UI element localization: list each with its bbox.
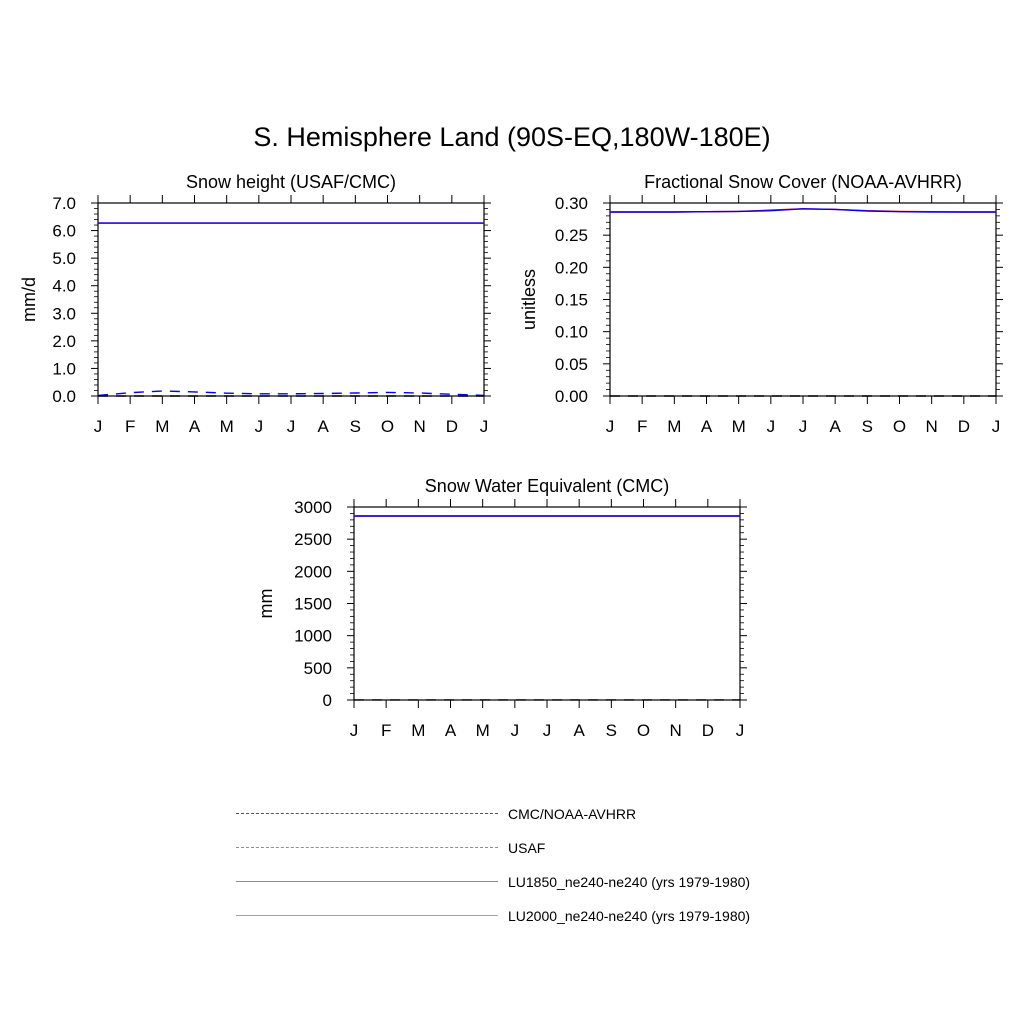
x-tick-label: D <box>958 417 970 436</box>
x-tick-label: J <box>255 417 264 436</box>
y-axis-label: mm/d <box>19 277 39 322</box>
x-tick-label: J <box>511 721 520 740</box>
plot-frame <box>97 202 485 397</box>
x-tick-label: J <box>992 417 1001 436</box>
y-axis-label: unitless <box>519 269 539 330</box>
x-tick-label: F <box>637 417 647 436</box>
x-tick-label: M <box>667 417 681 436</box>
y-tick-label: 0.0 <box>52 387 76 406</box>
legend-label: CMC/NOAA-AVHRR <box>508 806 637 822</box>
x-tick-label: N <box>670 721 682 740</box>
legend-item-lu1850: LU1850_ne240-ne240 (yrs 1979-1980) <box>236 872 836 892</box>
x-tick-label: M <box>476 721 490 740</box>
legend-item-usaf: USAF <box>236 838 836 858</box>
x-tick-label: S <box>606 721 617 740</box>
y-tick-label: 1000 <box>294 627 332 646</box>
chart-snow-cover: Fractional Snow Cover (NOAA-AVHRR) unitle… <box>519 172 1003 436</box>
chart-snow-height: Snow height (USAF/CMC) mm/d 0.0 1.0 2.0 3.0 4.… <box>19 172 491 436</box>
x-tick-label: A <box>445 721 457 740</box>
legend-item-lu2000: LU2000_ne240-ne240 (yrs 1979-1980) <box>236 906 836 926</box>
x-tick-label: F <box>381 721 391 740</box>
x-tick-label: J <box>736 721 745 740</box>
y-tick-label: 500 <box>304 659 332 678</box>
x-tick-label: A <box>829 417 841 436</box>
x-tick-label: M <box>732 417 746 436</box>
x-tick-label: J <box>543 721 552 740</box>
chart-title: Fractional Snow Cover (NOAA-AVHRR) <box>644 172 962 192</box>
x-tick-label: J <box>480 417 489 436</box>
y-tick-label: 0 <box>323 691 332 710</box>
y-tick-label: 0.30 <box>555 194 588 213</box>
y-tick-label: 3000 <box>294 498 332 517</box>
x-tick-label: J <box>606 417 615 436</box>
legend: CMC/NOAA-AVHRR USAF LU1850_ne240-ne240 (… <box>236 800 836 930</box>
plot-frame <box>609 202 997 397</box>
y-tick-label: 6.0 <box>52 222 76 241</box>
y-tick-label: 3.0 <box>52 304 76 323</box>
legend-label: LU1850_ne240-ne240 (yrs 1979-1980) <box>508 874 751 890</box>
y-tick-label: 2000 <box>294 562 332 581</box>
x-tick-label: D <box>702 721 714 740</box>
y-tick-label: 0.05 <box>555 355 588 374</box>
x-tick-label: O <box>637 721 650 740</box>
x-tick-label: F <box>125 417 135 436</box>
legend-swatch <box>236 813 498 814</box>
x-tick-label: D <box>446 417 458 436</box>
y-tick-label: 2500 <box>294 530 332 549</box>
series-line <box>610 208 996 213</box>
legend-item-cmc-noaa: CMC/NOAA-AVHRR <box>236 804 836 824</box>
y-tick-label: 2.0 <box>52 332 76 351</box>
x-tick-label: J <box>350 721 359 740</box>
y-tick-label: 1500 <box>294 595 332 614</box>
series-line <box>97 390 485 397</box>
x-tick-label: S <box>862 417 873 436</box>
chart-title: Snow height (USAF/CMC) <box>186 172 396 192</box>
y-axis-label: mm <box>256 589 276 619</box>
y-tick-label: 0.15 <box>555 291 588 310</box>
x-tick-label: A <box>701 417 713 436</box>
x-tick-label: O <box>381 417 394 436</box>
legend-swatch <box>236 847 498 848</box>
x-tick-label: N <box>926 417 938 436</box>
y-tick-label: 1.0 <box>52 359 76 378</box>
chart-title: Snow Water Equivalent (CMC) <box>425 476 669 496</box>
x-tick-label: J <box>799 417 808 436</box>
y-tick-label: 0.25 <box>555 226 588 245</box>
y-tick-label: 0.00 <box>555 387 588 406</box>
legend-swatch <box>236 881 498 882</box>
x-tick-label: M <box>411 721 425 740</box>
chart-swe: Snow Water Equivalent (CMC) mm 0 500 1000 150… <box>256 476 747 740</box>
x-tick-label: A <box>573 721 585 740</box>
x-tick-label: O <box>893 417 906 436</box>
x-tick-label: M <box>220 417 234 436</box>
x-tick-label: J <box>767 417 776 436</box>
y-tick-label: 0.10 <box>555 323 588 342</box>
x-tick-label: M <box>155 417 169 436</box>
x-tick-label: A <box>317 417 329 436</box>
legend-label: LU2000_ne240-ne240 (yrs 1979-1980) <box>508 908 751 924</box>
x-tick-label: N <box>414 417 426 436</box>
plot-frame <box>353 506 741 701</box>
x-tick-label: A <box>189 417 201 436</box>
y-tick-label: 5.0 <box>52 249 76 268</box>
y-tick-label: 7.0 <box>52 194 76 213</box>
figure-title: S. Hemisphere Land (90S-EQ,180W-180E) <box>253 122 771 152</box>
legend-label: USAF <box>508 840 546 856</box>
x-tick-label: J <box>94 417 103 436</box>
legend-swatch <box>236 915 498 916</box>
x-tick-label: S <box>350 417 361 436</box>
y-tick-label: 0.20 <box>555 258 588 277</box>
y-tick-label: 4.0 <box>52 277 76 296</box>
x-tick-label: J <box>287 417 296 436</box>
